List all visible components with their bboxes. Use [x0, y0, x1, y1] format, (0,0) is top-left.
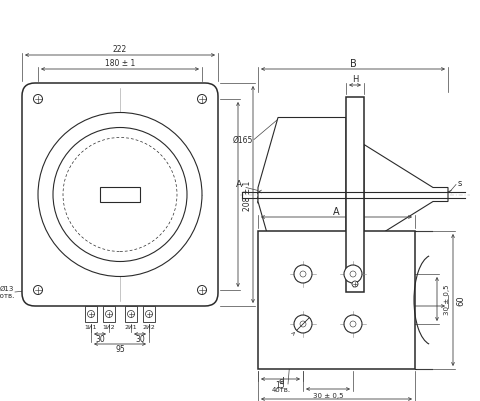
Text: 208 ± 1: 208 ± 1 [242, 180, 252, 210]
Bar [143, 306, 155, 322]
Circle shape [34, 286, 43, 295]
Text: 30 ± 0,5: 30 ± 0,5 [444, 284, 450, 314]
Text: 2И1: 2И1 [125, 325, 137, 330]
Circle shape [53, 128, 187, 262]
Bar [125, 306, 137, 322]
Text: 15: 15 [276, 381, 285, 389]
Text: Ø13: Ø13 [0, 285, 14, 291]
Text: 180 ± 1: 180 ± 1 [105, 59, 135, 68]
Text: 95: 95 [115, 344, 125, 354]
Text: A: A [333, 207, 340, 217]
Text: 1И1: 1И1 [85, 325, 97, 330]
Circle shape [344, 265, 362, 283]
FancyBboxPatch shape [22, 84, 218, 306]
Bar [346, 98, 364, 292]
Text: 4 отв.: 4 отв. [0, 292, 14, 298]
Circle shape [197, 286, 206, 295]
Text: Ø165: Ø165 [233, 136, 253, 145]
Text: B: B [349, 59, 356, 69]
Text: 30 ± 0,5: 30 ± 0,5 [313, 392, 343, 398]
Text: 2И2: 2И2 [143, 325, 156, 330]
Circle shape [350, 271, 356, 277]
Circle shape [300, 271, 306, 277]
Circle shape [197, 95, 206, 104]
Circle shape [344, 315, 362, 333]
Text: s: s [458, 178, 462, 188]
Text: 30: 30 [135, 335, 145, 344]
Text: d: d [278, 377, 284, 385]
Text: C: C [365, 307, 372, 317]
Circle shape [106, 311, 112, 318]
Bar [103, 306, 115, 322]
Text: H: H [352, 75, 358, 84]
Circle shape [352, 281, 358, 287]
Circle shape [87, 311, 95, 318]
Circle shape [128, 311, 134, 318]
Bar [85, 306, 97, 322]
Circle shape [145, 311, 153, 318]
Circle shape [34, 95, 43, 104]
Circle shape [38, 113, 202, 277]
Text: 222: 222 [113, 45, 127, 55]
Circle shape [294, 315, 312, 333]
Text: 1И2: 1И2 [103, 325, 115, 330]
Polygon shape [364, 145, 448, 245]
Text: 250: 250 [257, 188, 266, 202]
Text: 60: 60 [456, 295, 466, 306]
Text: A: A [236, 180, 242, 188]
Bar [100, 188, 140, 203]
Bar [258, 231, 415, 369]
Text: 4отв.: 4отв. [271, 386, 290, 392]
Text: 30: 30 [95, 335, 105, 344]
Circle shape [294, 265, 312, 283]
Circle shape [350, 321, 356, 327]
Polygon shape [258, 118, 346, 272]
Circle shape [300, 321, 306, 327]
